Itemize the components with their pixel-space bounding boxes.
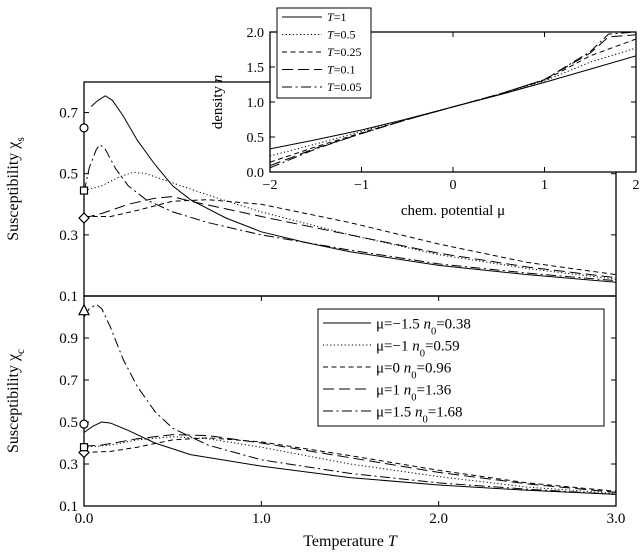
y-axis-label: density n xyxy=(210,75,226,130)
series-line-dashdot xyxy=(270,32,636,169)
series-line-longdash xyxy=(84,196,616,279)
series-line-dashdot xyxy=(84,303,616,495)
x-tick-label: 3.0 xyxy=(607,511,626,527)
y-tick-label: 0.5 xyxy=(59,415,78,431)
series-line-longdash xyxy=(84,434,616,493)
x-tick-label: −1 xyxy=(354,178,369,193)
legend-label: T=0.5 xyxy=(327,28,355,42)
legend-label: μ=1 n0=1.36 xyxy=(376,382,452,403)
x-tick-label: −2 xyxy=(263,178,278,193)
triangle-marker xyxy=(78,303,90,316)
x-axis-label: Temperature T xyxy=(303,533,398,550)
series-line-dashdot xyxy=(84,143,616,282)
legend-box xyxy=(276,7,372,99)
series-line-dotted xyxy=(84,436,616,494)
y-tick-label: 1.5 xyxy=(247,61,265,76)
y-tick-label: 0.1 xyxy=(59,289,78,305)
series-line-dotted xyxy=(84,171,616,280)
circle-marker xyxy=(79,419,89,429)
series-line-dotted xyxy=(270,47,636,157)
y-tick-label: 2.0 xyxy=(247,26,265,41)
legend-label: T=0.1 xyxy=(327,63,355,77)
inset-panel: 0.0 0.5 1.0 1.5 2.0 −2 −1 0 1 2 density n chem. pot… xyxy=(210,7,640,219)
series-group xyxy=(84,303,616,495)
circle-marker xyxy=(79,123,89,133)
x-tick-label: 1.0 xyxy=(252,511,271,527)
x-tick-label: 1 xyxy=(541,178,548,193)
legend-label: T=0.25 xyxy=(327,45,361,59)
y-tick-label: 0.5 xyxy=(247,131,265,146)
series-line-dashed xyxy=(84,437,616,492)
legend-label: T=1 xyxy=(327,10,346,24)
x-axis-label: chem. potential μ xyxy=(401,203,505,219)
y-tick-label: 0.7 xyxy=(59,373,78,389)
axes-frame xyxy=(83,295,617,507)
square-marker xyxy=(79,186,89,195)
y-tick-label: 0.7 xyxy=(59,106,78,122)
diamond-marker xyxy=(78,212,90,224)
legend-label: T=0.05 xyxy=(327,80,361,94)
y-tick-label: 0.0 xyxy=(247,166,265,181)
legend-label: μ=−1 n0=0.59 xyxy=(376,338,460,359)
y-tick-label: 0.1 xyxy=(59,499,78,515)
y-axis-label: Susceptibility χc xyxy=(5,349,27,453)
x-tick-label: 0 xyxy=(450,178,457,193)
x-tick-label: 0.0 xyxy=(75,511,94,527)
series-group xyxy=(84,95,616,283)
legend-label: μ=−1.5 n0=0.38 xyxy=(376,316,471,337)
series-line-dashed xyxy=(84,199,616,276)
square-marker xyxy=(79,443,89,452)
y-tick-label: 0.3 xyxy=(59,228,78,244)
x-tick-label: 2.0 xyxy=(429,511,448,527)
series-line-solid xyxy=(84,421,616,495)
series-line-solid xyxy=(90,95,616,283)
legend-label: μ=1.5 n0=1.68 xyxy=(376,404,462,425)
y-tick-label: 0.5 xyxy=(59,167,78,183)
series-group xyxy=(270,32,636,169)
legend: T=1 T=0.5 T=0.25 T=0.1 T=0.05 xyxy=(276,7,372,99)
legend-label: μ=0 n0=0.96 xyxy=(376,360,452,381)
legend: μ=−1.5 n0=0.38μ=−1 n0=0.59μ=0 n0=0.96μ=1… xyxy=(317,308,605,427)
x-tick-label: 2 xyxy=(633,178,640,193)
y-axis-label: Susceptibility χs xyxy=(5,137,27,240)
y-tick-label: 0.3 xyxy=(59,457,78,473)
bottom-panel: 0.1 0.3 0.5 0.7 0.9 0.0 1.0 2.0 3.0 Susceptibilit… xyxy=(5,295,626,550)
y-tick-label: 0.9 xyxy=(59,331,78,347)
y-tick-label: 1.0 xyxy=(247,96,265,111)
